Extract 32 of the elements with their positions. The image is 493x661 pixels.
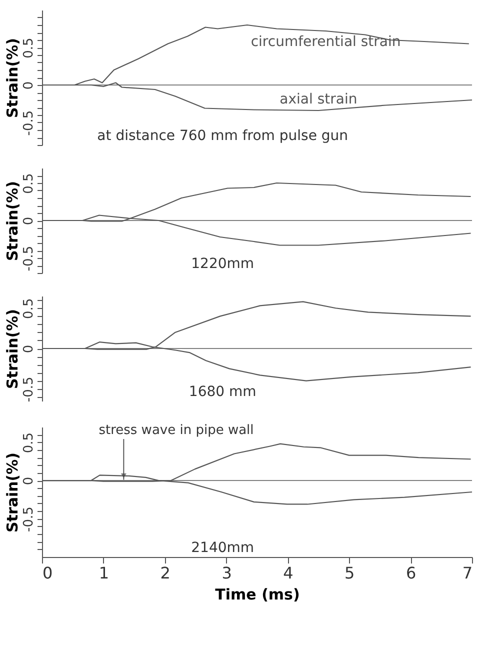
y-tick-label: 0.5: [22, 298, 36, 319]
x-tick-label: 2: [160, 564, 170, 582]
y-tick-label: 0: [22, 344, 36, 354]
y-tick-label: 0.5: [22, 432, 36, 454]
y-tick-label: 0.5: [22, 173, 36, 194]
y-tick-label: -0.5: [22, 246, 36, 272]
x-tick-label: 0: [42, 564, 53, 582]
x-tick-label: 7: [462, 564, 472, 582]
y-axis-title: Strain(%): [4, 308, 22, 390]
y-axis-title: Strain(%): [4, 38, 22, 118]
x-tick-label: 3: [222, 564, 232, 582]
series-label: axial strain: [280, 92, 358, 108]
y-tick-label: -0.5: [22, 376, 36, 402]
series-label: circumferential strain: [250, 34, 401, 50]
x-tick-label: 1: [98, 564, 110, 582]
annotation: stress wave in pipe wall: [98, 423, 254, 438]
y-tick-label: 0.5: [22, 38, 36, 58]
annotation: 1220mm: [191, 256, 254, 272]
y-tick-label: 0: [22, 81, 36, 90]
y-tick-label: 0: [22, 476, 36, 486]
y-tick-label: 0: [22, 216, 36, 226]
x-tick-label: 5: [344, 564, 355, 582]
x-axis-title: Time (ms): [215, 586, 300, 604]
y-tick-label: -0.5: [22, 110, 36, 136]
annotation: 1680 mm: [188, 384, 256, 400]
y-tick-label: -0.5: [22, 506, 36, 532]
x-tick-label: 6: [406, 564, 416, 582]
x-tick-label: 4: [283, 564, 294, 582]
annotation: 2140mm: [191, 540, 254, 556]
annotation: at distance 760 mm from pulse gun: [97, 128, 348, 144]
y-axis-title: Strain(%): [4, 180, 22, 262]
y-axis-title: Strain(%): [4, 452, 22, 533]
